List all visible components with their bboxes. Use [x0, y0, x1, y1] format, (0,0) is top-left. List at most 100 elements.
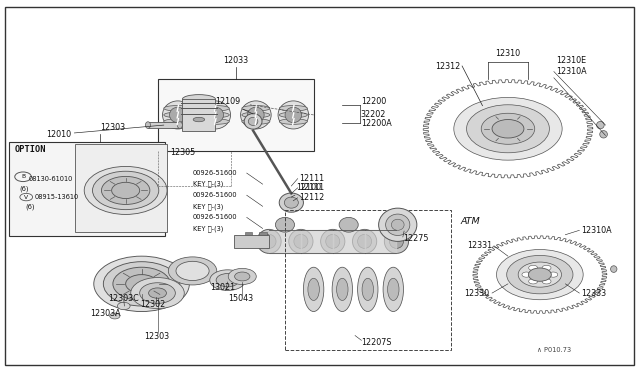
Circle shape — [113, 267, 170, 301]
Circle shape — [125, 275, 157, 293]
Ellipse shape — [285, 107, 301, 123]
Ellipse shape — [207, 107, 223, 123]
Bar — [148, 122, 180, 128]
Ellipse shape — [383, 267, 403, 311]
Ellipse shape — [362, 278, 374, 301]
Circle shape — [84, 166, 167, 214]
Circle shape — [549, 272, 557, 277]
Bar — [9, 142, 165, 236]
Text: ∧ P010.73: ∧ P010.73 — [537, 347, 571, 353]
Circle shape — [529, 265, 538, 270]
Ellipse shape — [279, 193, 303, 212]
Ellipse shape — [201, 106, 229, 111]
Ellipse shape — [278, 101, 308, 129]
Circle shape — [140, 283, 175, 304]
Circle shape — [210, 270, 246, 291]
Circle shape — [481, 113, 535, 144]
Ellipse shape — [164, 119, 192, 124]
Circle shape — [94, 256, 189, 311]
Ellipse shape — [303, 267, 324, 311]
Ellipse shape — [193, 117, 205, 122]
Ellipse shape — [201, 112, 229, 118]
Circle shape — [109, 313, 120, 319]
Text: 12109: 12109 — [215, 97, 253, 114]
Ellipse shape — [164, 112, 192, 118]
Circle shape — [467, 105, 549, 153]
Ellipse shape — [392, 219, 404, 230]
Ellipse shape — [182, 94, 216, 104]
Ellipse shape — [248, 107, 264, 123]
Ellipse shape — [242, 119, 270, 124]
Text: 12111: 12111 — [299, 174, 324, 183]
Text: (6): (6) — [20, 185, 29, 192]
Ellipse shape — [244, 113, 262, 129]
Ellipse shape — [242, 112, 270, 118]
Ellipse shape — [279, 119, 307, 124]
Text: 12200: 12200 — [362, 97, 387, 106]
Text: 12310E: 12310E — [556, 56, 586, 65]
Text: 12310A: 12310A — [556, 67, 586, 76]
Text: (6): (6) — [25, 203, 35, 209]
Text: 15043: 15043 — [228, 294, 253, 303]
Ellipse shape — [284, 197, 298, 208]
Ellipse shape — [294, 234, 308, 248]
Text: 32202: 32202 — [361, 109, 386, 119]
Circle shape — [454, 97, 562, 160]
Text: V: V — [24, 195, 28, 199]
Ellipse shape — [386, 214, 410, 235]
Bar — [157, 79, 314, 151]
Circle shape — [507, 256, 573, 294]
Bar — [259, 232, 267, 235]
Text: 12303C: 12303C — [108, 294, 139, 303]
Bar — [75, 144, 167, 232]
Circle shape — [235, 272, 250, 281]
Circle shape — [117, 302, 130, 310]
Text: 13021: 13021 — [211, 283, 236, 292]
Ellipse shape — [279, 112, 307, 118]
Ellipse shape — [358, 267, 378, 311]
Circle shape — [168, 257, 217, 285]
Circle shape — [529, 268, 551, 281]
Circle shape — [542, 265, 551, 270]
Circle shape — [529, 279, 538, 284]
Circle shape — [176, 261, 209, 280]
Ellipse shape — [611, 266, 617, 272]
Circle shape — [522, 272, 531, 277]
Text: 12100: 12100 — [291, 183, 321, 197]
Text: 12312: 12312 — [435, 61, 460, 71]
Ellipse shape — [353, 230, 377, 253]
Ellipse shape — [262, 234, 276, 248]
Ellipse shape — [289, 230, 313, 253]
Text: 12330: 12330 — [464, 289, 489, 298]
Text: 12207S: 12207S — [362, 339, 392, 347]
Text: 12033: 12033 — [223, 56, 248, 65]
Text: 12275: 12275 — [403, 234, 428, 243]
Circle shape — [542, 279, 551, 284]
Text: KEY キ-(3): KEY キ-(3) — [193, 203, 223, 209]
Circle shape — [148, 288, 166, 298]
Ellipse shape — [163, 101, 193, 129]
Circle shape — [492, 119, 524, 138]
Text: 12333: 12333 — [581, 289, 606, 298]
Circle shape — [228, 268, 256, 285]
Text: 12303A: 12303A — [91, 309, 121, 318]
Ellipse shape — [275, 217, 294, 232]
Bar — [245, 232, 252, 235]
Text: 12310: 12310 — [495, 49, 520, 58]
Ellipse shape — [241, 101, 271, 129]
Ellipse shape — [337, 278, 348, 301]
Bar — [285, 210, 451, 350]
Ellipse shape — [279, 106, 307, 111]
Ellipse shape — [332, 267, 353, 311]
Text: 08915-13610: 08915-13610 — [35, 194, 79, 200]
Text: 12303: 12303 — [100, 124, 125, 132]
Text: 12010: 12010 — [46, 125, 164, 139]
Ellipse shape — [600, 131, 607, 138]
Circle shape — [111, 182, 140, 199]
Ellipse shape — [385, 230, 408, 253]
Ellipse shape — [201, 119, 229, 124]
Ellipse shape — [339, 217, 358, 232]
Text: KEY キ-(3): KEY キ-(3) — [193, 225, 223, 232]
Text: 08130-61010: 08130-61010 — [28, 176, 72, 182]
Ellipse shape — [170, 107, 186, 123]
